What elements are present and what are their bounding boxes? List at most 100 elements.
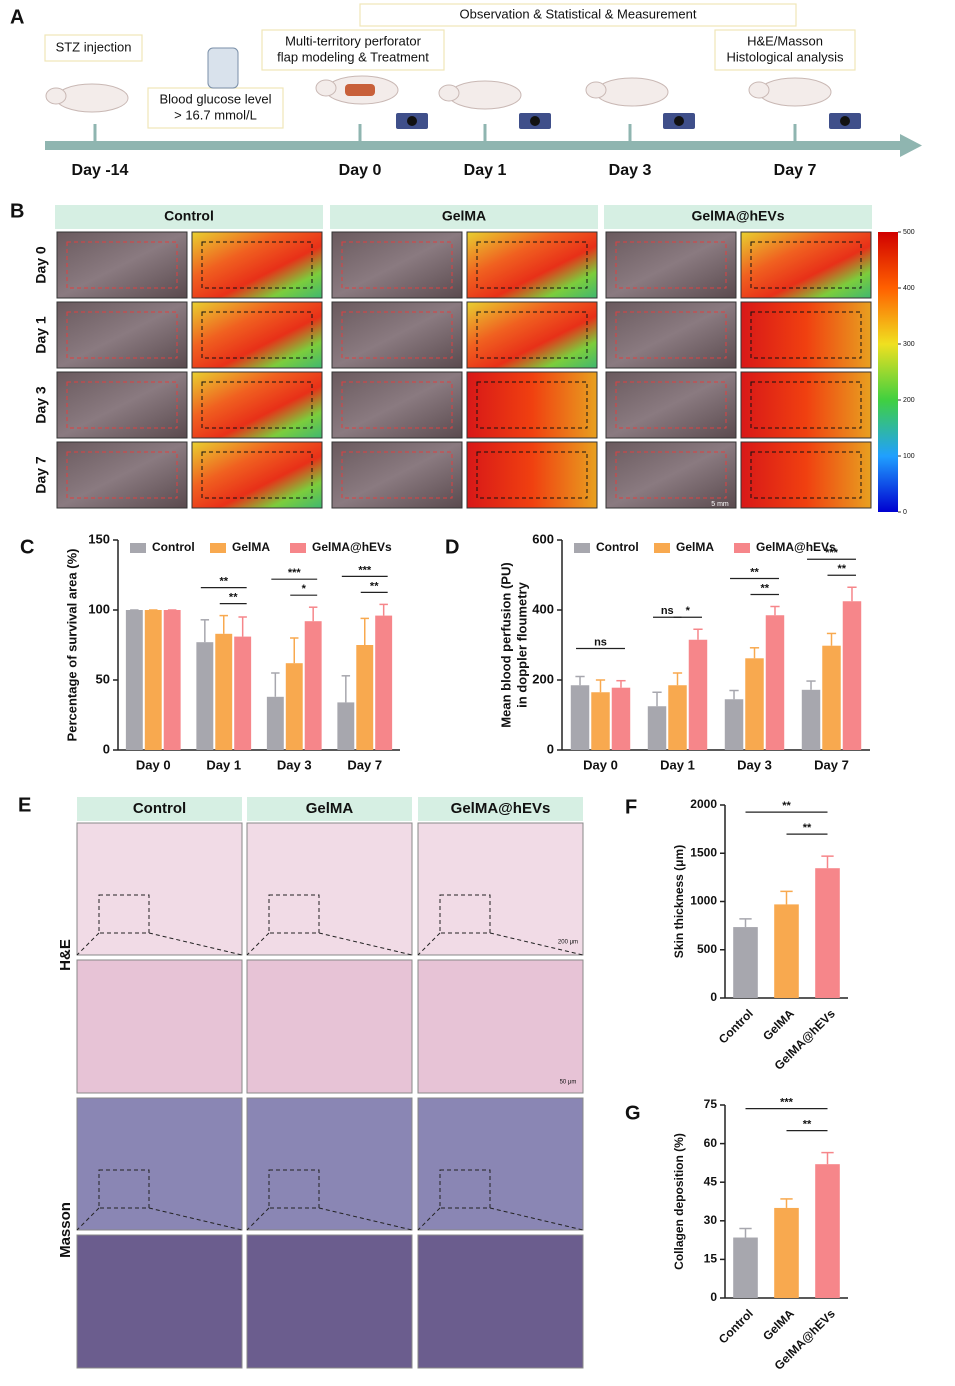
significance-label: ** <box>229 592 238 604</box>
roi-outline <box>750 241 862 289</box>
perfusion-image <box>466 301 598 369</box>
histology-overview <box>76 822 243 956</box>
histology-overview <box>417 1097 584 1231</box>
perfusion-image <box>191 441 323 509</box>
bar <box>285 663 303 750</box>
bar <box>647 706 667 750</box>
note-box <box>44 34 143 62</box>
wound-photo <box>605 301 737 369</box>
zoom-line <box>148 932 243 956</box>
perfusion-image <box>740 371 872 439</box>
error-bar <box>770 605 780 616</box>
roi-outline <box>750 311 862 359</box>
x-tick-label: Control <box>716 1006 756 1046</box>
x-tick-label: Day 7 <box>347 757 382 772</box>
error-bar <box>821 1151 834 1165</box>
panel-letter: A <box>10 6 24 28</box>
zoom-region <box>98 1169 150 1209</box>
day-label: Day 7 <box>774 162 817 179</box>
bar <box>591 692 610 750</box>
wound-photo <box>331 231 463 299</box>
bar <box>337 702 355 750</box>
roi-outline <box>750 451 862 499</box>
colorbar-tick-label: 500 <box>903 229 915 236</box>
bar <box>774 1207 799 1298</box>
roi-outline <box>476 241 588 289</box>
legend-label: GelMA <box>232 540 270 554</box>
mouse-head <box>438 84 460 102</box>
legend-swatch <box>210 543 226 553</box>
group-header <box>247 797 412 821</box>
perfusion-image <box>740 231 872 299</box>
day-label: Day 1 <box>464 162 507 179</box>
bar <box>668 685 687 750</box>
bar <box>144 610 162 750</box>
error-bar <box>379 603 388 616</box>
roi-outline <box>201 241 313 289</box>
flap-outline <box>341 451 453 499</box>
group-header-text: GelMA <box>306 800 354 817</box>
significance-label: ** <box>370 580 379 592</box>
panel-letter: B <box>10 200 24 222</box>
error-bar <box>739 918 752 928</box>
group-header-text: GelMA@hEVs <box>691 208 784 224</box>
x-tick-label: Day 7 <box>814 757 849 772</box>
wound-photo <box>56 301 188 369</box>
bar <box>774 904 799 998</box>
panel-letter: E <box>18 794 31 816</box>
y-tick-label: 0 <box>547 741 554 756</box>
y-tick-label: 200 <box>532 671 554 686</box>
perfusion-image <box>740 441 872 509</box>
legend-label: Control <box>152 540 195 554</box>
row-label: Day 7 <box>33 456 49 494</box>
significance-label: ** <box>803 822 812 834</box>
y-tick-label: 0 <box>103 741 110 756</box>
flap-outline <box>615 381 727 429</box>
error-bar <box>729 689 739 700</box>
x-tick-label: GelMA <box>760 1006 797 1043</box>
legend-swatch <box>290 543 306 553</box>
x-tick-label: Day 1 <box>206 757 241 772</box>
bar <box>196 642 214 750</box>
histology-zoom <box>76 959 243 1094</box>
group-header <box>418 797 583 821</box>
bar <box>842 601 862 750</box>
bar <box>234 636 252 750</box>
zoom-region <box>439 894 491 934</box>
significance-label: ** <box>219 576 228 588</box>
zoom-line <box>76 1207 100 1231</box>
roi-outline <box>476 381 588 429</box>
legend-swatch <box>574 543 590 553</box>
y-axis-label: in doppler floumetry <box>514 581 529 707</box>
error-bar <box>595 679 606 693</box>
significance-label: ** <box>760 582 769 594</box>
significance-label: ** <box>803 1119 812 1131</box>
error-bar <box>780 890 793 905</box>
zoom-line <box>318 1207 413 1231</box>
roi-outline <box>201 381 313 429</box>
zoom-line <box>246 932 270 956</box>
error-bar <box>693 628 703 640</box>
x-tick-label: Day 0 <box>583 757 618 772</box>
row-label: Masson <box>57 1202 74 1258</box>
perfusion-image <box>740 301 872 369</box>
note-text: Blood glucose level <box>159 91 271 106</box>
bar <box>375 615 393 750</box>
flap-outline <box>66 381 178 429</box>
note-text: Multi-territory perforator <box>285 33 421 48</box>
x-tick-label: Day 3 <box>277 757 312 772</box>
legend-swatch <box>654 543 670 553</box>
legend-swatch <box>130 543 146 553</box>
significance-label: ns <box>661 605 674 617</box>
legend-label: GelMA@hEVs <box>756 540 836 554</box>
flap-outline <box>615 241 727 289</box>
zoom-region <box>268 894 320 934</box>
y-tick-label: 30 <box>704 1213 718 1227</box>
mouse-head <box>45 87 67 105</box>
scale-bar-label: 200 μm <box>558 940 578 946</box>
roi-outline <box>750 381 862 429</box>
error-bar <box>780 1198 793 1208</box>
group-header-text: Control <box>133 800 186 817</box>
panel-letter: D <box>445 536 459 558</box>
y-tick-label: 400 <box>532 601 554 616</box>
